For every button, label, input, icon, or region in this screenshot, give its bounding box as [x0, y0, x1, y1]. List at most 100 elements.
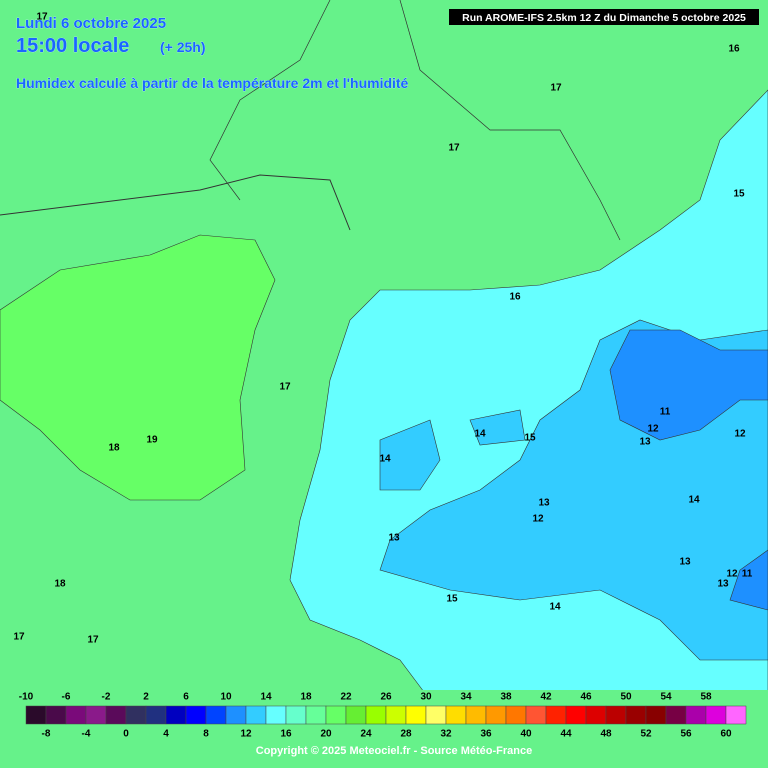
contour-label: 17 [36, 12, 48, 23]
time: 15:00 locale [16, 35, 129, 57]
scale-swatch [505, 705, 527, 725]
scale-swatch [265, 705, 287, 725]
scale-label: -8 [42, 729, 51, 740]
scale-swatch [205, 705, 227, 725]
scale-swatch [565, 705, 587, 725]
scale-label: -6 [62, 692, 71, 703]
run-box [449, 9, 759, 25]
scale-swatch [385, 705, 407, 725]
scale-label: 38 [500, 692, 512, 703]
contour-label: 15 [446, 594, 458, 605]
scale-swatch [365, 705, 387, 725]
run-info: Run AROME-IFS 2.5km 12 Z du Dimanche 5 o… [462, 12, 746, 24]
scale-label: 36 [480, 729, 492, 740]
contour-label: 17 [448, 143, 460, 154]
contour-label: 13 [717, 579, 729, 590]
scale-label: 60 [720, 729, 732, 740]
scale-label: 28 [400, 729, 412, 740]
scale-label: 2 [143, 692, 149, 703]
legend-area [0, 690, 768, 768]
scale-swatch [305, 705, 327, 725]
scale-swatch [345, 705, 367, 725]
contour-label: 13 [679, 557, 691, 568]
contour-label: 13 [388, 533, 400, 544]
subtitle: Humidex calculé à partir de la températu… [16, 75, 409, 91]
scale-label: 40 [520, 729, 532, 740]
scale-label: 44 [560, 729, 572, 740]
scale-swatch [705, 705, 727, 725]
scale-label: 22 [340, 692, 352, 703]
contour-label: 16 [509, 292, 521, 303]
scale-label: 14 [260, 692, 272, 703]
contour-label: 17 [13, 632, 25, 643]
scale-label: 50 [620, 692, 632, 703]
scale-swatch [485, 705, 507, 725]
scale-label: 24 [360, 729, 372, 740]
contour-label: 12 [532, 514, 544, 525]
contour-label: 16 [728, 44, 740, 55]
contour-label: 12 [726, 569, 738, 580]
contour-label: 18 [54, 579, 66, 590]
scale-swatch [585, 705, 607, 725]
scale-swatch [245, 705, 267, 725]
scale-label: 52 [640, 729, 652, 740]
scale-label: 30 [420, 692, 432, 703]
scale-label: 20 [320, 729, 332, 740]
contour-label: 12 [734, 429, 746, 440]
scale-label: 4 [163, 729, 169, 740]
border [0, 174, 351, 231]
lead: (+ 25h) [160, 39, 206, 55]
contour-label: 17 [279, 382, 291, 393]
copyright: Copyright © 2025 Meteociel.fr - Source M… [256, 745, 532, 757]
scale-swatch [445, 705, 467, 725]
contour-label: 12 [647, 424, 659, 435]
cold-patch [379, 409, 526, 491]
scale-swatch [225, 705, 247, 725]
contour-label: 11 [742, 569, 753, 580]
scale-swatch [605, 705, 627, 725]
scale-swatch [525, 705, 547, 725]
scale-label: 48 [600, 729, 612, 740]
scale-swatch [645, 705, 667, 725]
scale-label: -4 [82, 729, 91, 740]
scale-swatch [425, 705, 447, 725]
contour-label: 14 [549, 602, 561, 613]
scale-swatch [285, 705, 307, 725]
scale-swatch [165, 705, 187, 725]
scale-label: 18 [300, 692, 312, 703]
scale-label: 58 [700, 692, 712, 703]
scale-swatch [105, 705, 127, 725]
scale-label: -10 [19, 692, 34, 703]
contour-label: 17 [87, 635, 99, 646]
contour-label: 13 [639, 437, 651, 448]
scale-label: 26 [380, 692, 392, 703]
scale-swatch [685, 705, 707, 725]
contour-label: 13 [538, 498, 550, 509]
scale-swatch [85, 705, 107, 725]
contour-label: 19 [146, 435, 158, 446]
scale-label: 12 [240, 729, 252, 740]
colder-zone [609, 329, 768, 611]
scale-label: 16 [280, 729, 292, 740]
scale-label: 0 [123, 729, 129, 740]
scale-label: 46 [580, 692, 592, 703]
scale-swatch [625, 705, 647, 725]
scale-label: 10 [220, 692, 232, 703]
scale-swatch [465, 705, 487, 725]
contour-label: 14 [379, 454, 391, 465]
contour-label: 18 [108, 443, 120, 454]
contour-label: 15 [524, 433, 536, 444]
scale-label: 54 [660, 692, 672, 703]
scale-swatch [185, 705, 207, 725]
warm-zone [0, 234, 276, 501]
scale-label: 56 [680, 729, 692, 740]
scale-swatch [405, 705, 427, 725]
scale-label: 8 [203, 729, 209, 740]
scale-swatch [65, 705, 87, 725]
contour [209, 0, 621, 241]
contour-label: 11 [660, 407, 671, 418]
scale-swatch [665, 705, 687, 725]
scale-swatch [725, 705, 747, 725]
scale-swatch [25, 705, 47, 725]
